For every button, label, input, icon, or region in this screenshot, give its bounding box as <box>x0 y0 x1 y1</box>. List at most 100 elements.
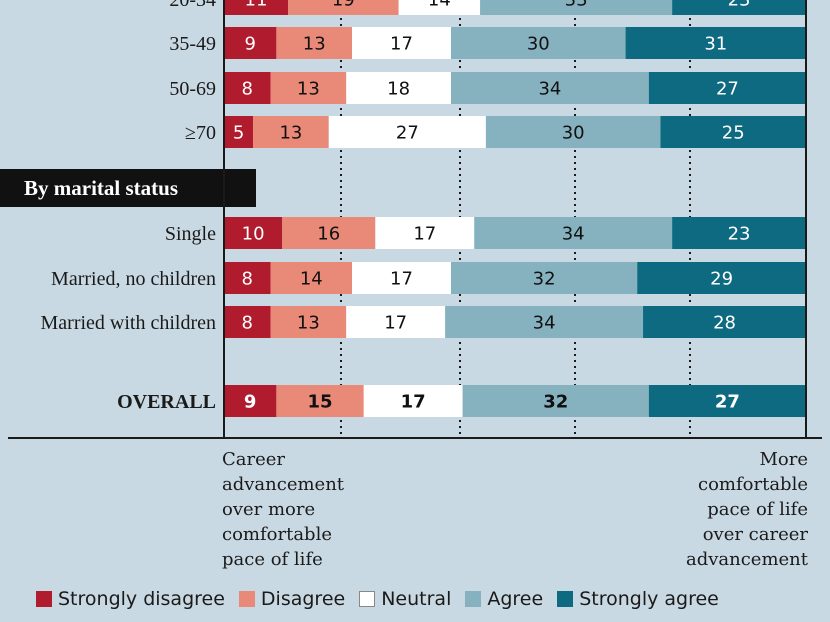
legend-item: Strongly disagree <box>36 588 225 610</box>
right-note-line: advancement <box>685 549 808 570</box>
data-label: 5 <box>233 123 244 144</box>
bar-segment <box>253 116 329 148</box>
bar-segment <box>288 0 399 15</box>
bar-segment <box>474 217 673 249</box>
data-label: 34 <box>538 79 561 100</box>
bar-segment <box>485 116 661 148</box>
bar-segment <box>375 217 475 249</box>
bar-segment <box>224 27 277 59</box>
bar-segment <box>660 116 806 148</box>
category-label: 20-34 <box>169 0 216 11</box>
legend-item: Disagree <box>238 588 345 610</box>
bar-segment <box>224 217 283 249</box>
bar-segment <box>648 72 806 104</box>
left-note-line: comfortable <box>222 524 332 545</box>
data-label: 27 <box>716 79 739 100</box>
category-label: 50-69 <box>169 78 216 100</box>
left-note-line: over more <box>222 499 316 520</box>
data-label: 32 <box>543 392 568 413</box>
data-label: 17 <box>413 224 436 245</box>
data-label: 15 <box>307 392 332 413</box>
data-label: 17 <box>390 34 413 55</box>
legend-swatch <box>359 591 376 607</box>
category-label: Married with children <box>41 312 217 334</box>
left-note-line: Career <box>222 449 286 470</box>
section-header: By marital status <box>24 176 178 200</box>
data-label: 27 <box>715 392 740 413</box>
right-note-line: over career <box>702 524 808 545</box>
legend: Strongly disagree Disagree Neutral Agree Str… <box>36 588 719 610</box>
bar-segment <box>224 116 254 148</box>
data-label: 27 <box>396 123 419 144</box>
legend-label: Strongly disagree <box>58 588 225 610</box>
data-label: 25 <box>722 123 745 144</box>
data-label: 17 <box>384 313 407 334</box>
data-label: 17 <box>401 392 426 413</box>
category-label: OVERALL <box>117 391 216 413</box>
bar-segment <box>276 27 353 59</box>
data-label: 10 <box>242 224 265 245</box>
data-label: 30 <box>527 34 550 55</box>
bar-segment <box>224 262 271 294</box>
bar-segment <box>643 306 806 338</box>
data-label: 33 <box>565 0 588 11</box>
bar-segment <box>346 306 446 338</box>
legend-swatch <box>465 591 482 607</box>
bar-segment <box>625 27 806 59</box>
data-label: 34 <box>562 224 585 245</box>
bar-segment <box>270 72 347 104</box>
section-header-bg <box>0 169 256 207</box>
bar-segment <box>480 0 673 15</box>
right-axis-note: More comfortable pace of life over caree… <box>686 447 808 572</box>
data-label: 31 <box>704 34 727 55</box>
bar-segment <box>363 385 463 417</box>
data-label: 23 <box>728 0 751 11</box>
data-label: 30 <box>562 123 585 144</box>
data-label: 17 <box>390 269 413 290</box>
data-label: 34 <box>533 313 556 334</box>
bar-segment <box>346 72 451 104</box>
bar-segment <box>224 306 271 338</box>
bar-segment <box>352 27 451 59</box>
right-note-line: comfortable <box>698 474 808 495</box>
category-label: ≥70 <box>185 122 216 144</box>
legend-label: Agree <box>487 588 544 610</box>
legend-swatch <box>238 591 255 607</box>
bar-segment <box>270 262 353 294</box>
legend-item: Strongly agree <box>557 588 719 610</box>
data-label: 14 <box>428 0 451 11</box>
data-label: 9 <box>244 34 255 55</box>
left-axis-note: Career advancement over more comfortable… <box>222 447 344 572</box>
legend-label: Neutral <box>381 588 452 610</box>
left-note-line: pace of life <box>222 549 323 570</box>
data-label: 28 <box>713 313 736 334</box>
bar-segment <box>398 0 481 15</box>
legend-label: Strongly agree <box>579 588 719 610</box>
bar-segment <box>637 262 806 294</box>
data-label: 29 <box>710 269 733 290</box>
bar-segment <box>450 262 638 294</box>
data-label: 13 <box>303 34 326 55</box>
category-label: Single <box>165 223 216 245</box>
bar-segment <box>276 385 364 417</box>
legend-item: Agree <box>465 588 543 610</box>
data-label: 11 <box>245 0 268 11</box>
data-label: 13 <box>297 79 320 100</box>
legend-swatch <box>557 591 574 607</box>
right-note-line: More <box>759 449 808 470</box>
bar-segment <box>450 72 649 104</box>
bar-segment <box>462 385 649 417</box>
bar-segment <box>282 217 376 249</box>
legend-swatch <box>36 591 52 607</box>
bar-segment <box>224 72 271 104</box>
data-label: 8 <box>242 269 253 290</box>
bar-segment <box>224 0 289 15</box>
data-label: 16 <box>317 224 340 245</box>
bar-segment <box>352 262 451 294</box>
bar-segment <box>672 0 806 15</box>
data-label: 19 <box>332 0 355 11</box>
data-label: 8 <box>242 79 253 100</box>
bar-segment <box>445 306 644 338</box>
data-label: 13 <box>297 313 320 334</box>
